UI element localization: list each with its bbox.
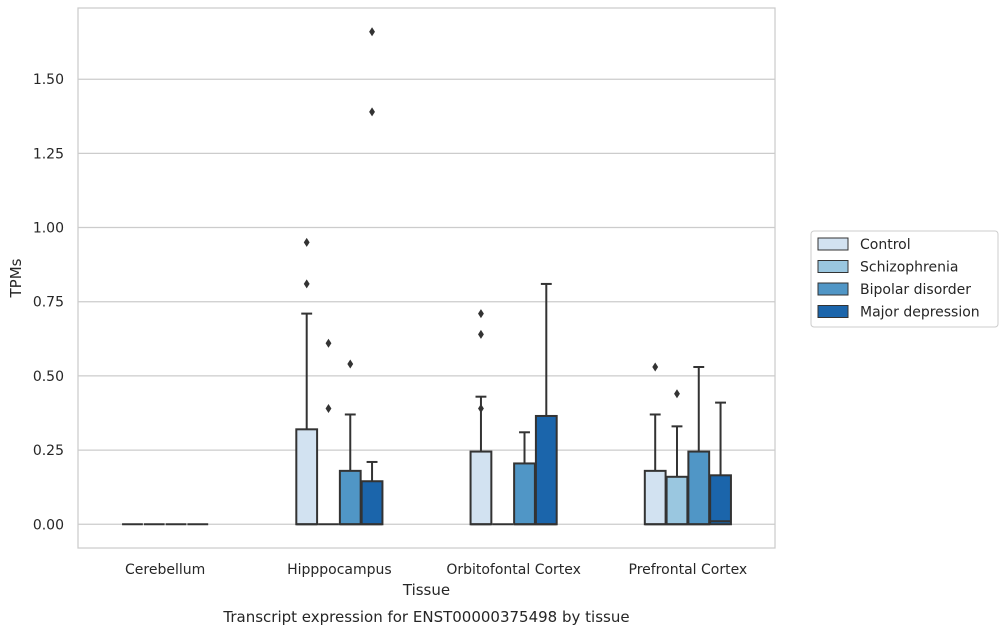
chart-caption: Transcript expression for ENST0000037549… bbox=[222, 608, 629, 626]
box-body bbox=[665, 475, 689, 526]
outlier-point bbox=[674, 389, 680, 399]
outlier-point bbox=[303, 237, 310, 247]
legend-label: Schizophrenia bbox=[860, 260, 958, 276]
x-tick-label: Orbitofontal Cortex bbox=[446, 562, 581, 578]
x-axis-ticks: Cerebellum Hipppocampus Orbitofontal Corte… bbox=[125, 562, 747, 578]
legend-label: Control bbox=[860, 237, 911, 253]
y-axis-ticks: 0.00 0.25 0.50 0.75 1.00 1.25 1.50 bbox=[33, 72, 64, 533]
legend-swatch bbox=[817, 260, 849, 273]
x-axis-label: Tissue bbox=[402, 581, 450, 599]
outlier-point bbox=[369, 107, 375, 117]
box-bipolar-disorder bbox=[513, 431, 536, 526]
box-body bbox=[360, 480, 384, 526]
legend-swatch bbox=[817, 237, 849, 251]
legend-frame bbox=[810, 230, 999, 328]
outlier-point bbox=[325, 404, 332, 414]
box-control bbox=[469, 309, 493, 526]
plot-area-border bbox=[77, 7, 776, 549]
y-tick-label: 0.00 bbox=[33, 517, 64, 533]
box-major-depression bbox=[360, 27, 384, 526]
outlier-point bbox=[652, 362, 659, 372]
box-control bbox=[295, 237, 319, 526]
x-tick-label: Hipppocampus bbox=[287, 562, 392, 578]
box-body bbox=[709, 474, 732, 526]
box-body bbox=[643, 469, 667, 526]
plot-area-background bbox=[78, 8, 775, 548]
outlier-point bbox=[325, 338, 332, 348]
box-body bbox=[295, 428, 319, 526]
outlier-point bbox=[478, 404, 484, 414]
box-body bbox=[687, 450, 711, 526]
y-tick-label: 1.00 bbox=[33, 221, 64, 237]
outlier-point bbox=[369, 27, 375, 37]
y-tick-label: 1.50 bbox=[33, 72, 64, 88]
outlier-point bbox=[478, 329, 484, 339]
box-body bbox=[338, 469, 362, 526]
y-tick-label: 1.25 bbox=[33, 146, 64, 162]
grid-lines bbox=[78, 78, 775, 525]
box-major-depression bbox=[534, 282, 558, 526]
box-body bbox=[534, 414, 558, 526]
legend-label: Major depression bbox=[860, 305, 980, 321]
outlier-point bbox=[303, 279, 310, 289]
outlier-point bbox=[478, 309, 484, 319]
legend-swatch bbox=[817, 305, 849, 318]
y-axis-label: TPMs bbox=[7, 258, 25, 298]
legend-swatch bbox=[817, 282, 849, 296]
box-bipolar-disorder bbox=[687, 366, 711, 526]
x-tick-label: Cerebellum bbox=[125, 562, 205, 578]
legend-label: Bipolar disorder bbox=[860, 282, 971, 298]
y-tick-label: 0.75 bbox=[33, 295, 64, 311]
box-groups bbox=[122, 27, 732, 526]
box-body bbox=[469, 450, 493, 526]
box-major-depression bbox=[709, 401, 732, 526]
x-tick-label: Prefrontal Cortex bbox=[629, 562, 748, 578]
box-body bbox=[513, 462, 536, 526]
outlier-point bbox=[347, 359, 354, 369]
box-schizophrenia bbox=[665, 389, 689, 526]
y-tick-label: 0.25 bbox=[33, 443, 64, 459]
y-tick-label: 0.50 bbox=[33, 369, 64, 385]
legend: Control Schizophrenia Bipolar disorder Majo… bbox=[810, 230, 999, 328]
box-schizophrenia bbox=[318, 338, 339, 526]
